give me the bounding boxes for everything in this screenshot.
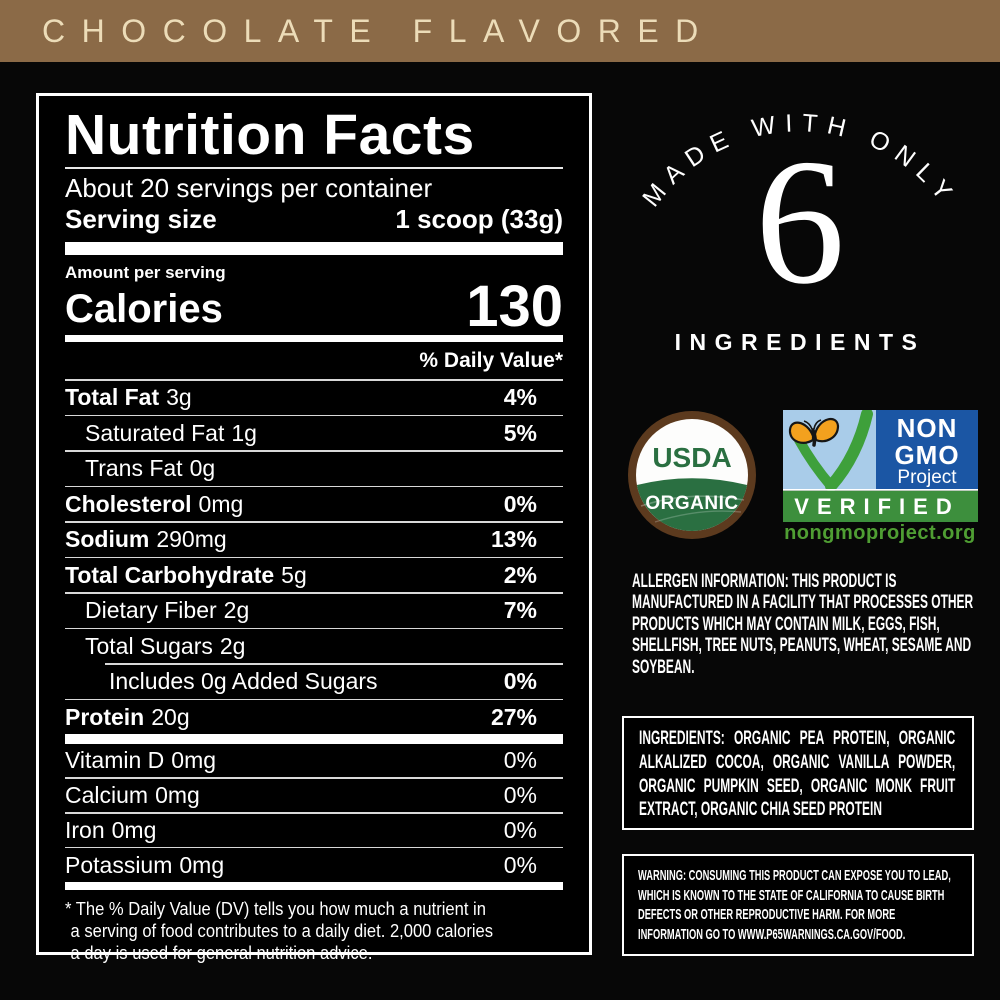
allergen-info: ALLERGEN INFORMATION: THIS PRODUCT IS MA…	[632, 571, 974, 678]
verified-label: VERIFIED	[794, 494, 959, 519]
row-sodium: Sodium 290mg 13%	[65, 526, 537, 552]
divider	[65, 592, 563, 594]
row-saturated-fat: Saturated Fat 1g 5%	[85, 419, 537, 446]
row-vitamin-d: Vitamin D 0mg 0%	[65, 747, 537, 774]
big-number-six: 6	[755, 122, 845, 321]
blue-background	[876, 410, 978, 489]
divider	[65, 379, 563, 381]
divider	[65, 846, 563, 849]
row-calcium: Calcium 0mg 0%	[65, 781, 537, 808]
verified-strip	[783, 490, 978, 522]
checkmark-icon	[825, 410, 873, 492]
servings-per-container: About 20 servings per container	[65, 173, 433, 203]
divider	[65, 450, 563, 452]
nongmo-verified-seal: NON GMO Project VERIFIED	[783, 410, 978, 522]
row-iron: Iron 0mg 0%	[65, 816, 537, 843]
divider-indented	[105, 663, 563, 665]
medium-divider	[65, 335, 563, 342]
divider	[65, 521, 563, 523]
serving-size-value: 1 scoop (33g)	[395, 204, 563, 234]
butterfly-icon	[788, 417, 840, 447]
daily-value-header: % Daily Value*	[419, 349, 563, 372]
seal-field	[636, 478, 748, 532]
serving-size-label: Serving size	[65, 204, 217, 234]
organic-text: ORGANIC	[645, 493, 738, 514]
project-text: Project	[897, 467, 957, 488]
row-total-fat: Total Fat 3g 4%	[65, 384, 537, 410]
made-with-only-arc: MADE WITH ONLY	[637, 109, 954, 212]
divider	[65, 627, 563, 629]
divider	[65, 556, 563, 558]
calories-row: Calories 130	[65, 274, 563, 339]
divider	[65, 167, 563, 169]
ingredients-box: INGREDIENTS: ORGANIC PEA PROTEIN, ORGANI…	[622, 716, 974, 830]
row-dietary-fiber: Dietary Fiber 2g 7%	[85, 597, 537, 623]
row-total-carbohydrate: Total Carbohydrate 5g 2%	[65, 561, 537, 588]
row-cholesterol: Cholesterol 0mg 0%	[65, 490, 537, 517]
nutrition-facts-panel: Nutrition Facts About 20 servings per co…	[36, 93, 592, 963]
thick-divider	[65, 881, 563, 890]
non-text: NON	[897, 413, 958, 443]
calories-label: Calories	[65, 287, 223, 331]
usda-text: USDA	[652, 442, 731, 473]
thick-divider	[65, 734, 563, 744]
gmo-text: GMO	[894, 440, 959, 470]
calories-value: 130	[466, 274, 563, 339]
row-potassium: Potassium 0mg 0%	[65, 851, 537, 878]
amount-per-serving-label: Amount per serving	[65, 263, 226, 282]
nutrition-title: Nutrition Facts	[65, 103, 475, 167]
nongmo-url: nongmoproject.org	[784, 522, 976, 544]
divider	[65, 414, 563, 416]
flavor-title: CHOCOLATE FLAVORED	[42, 13, 715, 49]
badge-ingredients-label: INGREDIENTS	[674, 329, 926, 355]
daily-value-footnote: * The % Daily Value (DV) tells you how m…	[65, 898, 494, 964]
divider	[65, 777, 563, 779]
row-trans-fat: Trans Fat 0g	[85, 455, 216, 481]
flavor-header-bar: CHOCOLATE FLAVORED	[0, 0, 1000, 62]
row-added-sugars: Includes 0g Added Sugars 0%	[109, 668, 537, 694]
usda-organic-seal: USDA ORGANIC	[628, 411, 756, 539]
thick-divider	[65, 242, 563, 255]
warning-box: WARNING: CONSUMING THIS PRODUCT CAN EXPO…	[622, 854, 974, 956]
serving-size-row: Serving size 1 scoop (33g)	[65, 204, 563, 235]
divider	[65, 812, 563, 814]
divider	[65, 485, 563, 487]
row-protein: Protein 20g 27%	[65, 703, 537, 730]
divider	[65, 698, 563, 700]
row-total-sugars: Total Sugars 2g	[85, 632, 246, 659]
